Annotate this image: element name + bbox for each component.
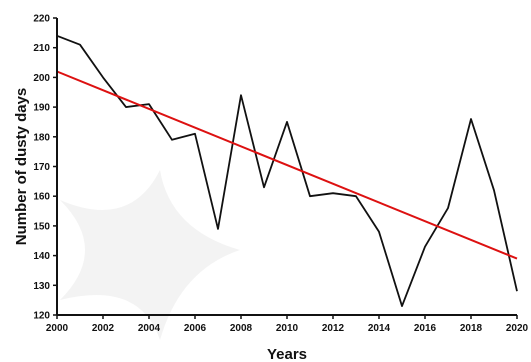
y-tick-label: 130 [33, 281, 50, 292]
x-tick-label: 2012 [322, 323, 345, 334]
y-tick-label: 160 [33, 192, 50, 203]
y-axis-title: Number of dusty days [13, 88, 30, 246]
watermark-shape [60, 170, 240, 340]
y-tick-label: 220 [33, 14, 50, 25]
x-tick-label: 2010 [276, 323, 299, 334]
x-tick-label: 2004 [138, 323, 161, 334]
x-tick-label: 2020 [506, 323, 529, 334]
x-tick-label: 2018 [460, 323, 483, 334]
y-tick-label: 140 [33, 251, 50, 262]
trend-line [56, 70, 518, 260]
y-tick-label: 200 [33, 73, 50, 84]
x-tick-label: 2000 [46, 323, 69, 334]
x-tick-label: 2014 [368, 323, 391, 334]
series-layer [56, 34, 518, 308]
x-tick-label: 2016 [414, 323, 437, 334]
y-tick-label: 120 [33, 311, 50, 322]
x-tick-label: 2002 [92, 323, 115, 334]
y-tick-label: 170 [33, 162, 50, 173]
y-tick-label: 180 [33, 132, 50, 143]
x-tick-label: 2006 [184, 323, 207, 334]
y-tick-label: 150 [33, 221, 50, 232]
x-axis-title: Years [267, 346, 307, 362]
y-tick-group: 120 130 140 150 160 170 180 190 200 210 220 [33, 14, 57, 322]
x-tick-group: 2000 2002 2004 2006 2008 2010 2012 2014 2016 2018… [46, 315, 529, 334]
dusty-days-line [56, 34, 518, 308]
x-tick-label: 2008 [230, 323, 253, 334]
y-tick-label: 190 [33, 103, 50, 114]
y-tick-label: 210 [33, 43, 50, 54]
